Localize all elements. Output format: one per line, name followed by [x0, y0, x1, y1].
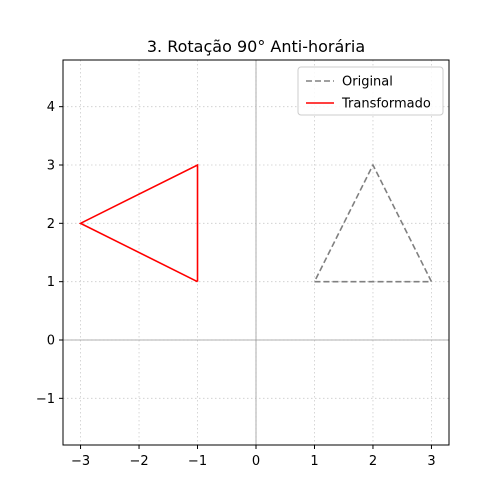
- x-tick-label: −3: [71, 454, 90, 469]
- y-tick-label: −1: [36, 392, 55, 407]
- x-tick-label: 3: [427, 454, 435, 469]
- x-tick-label: 0: [252, 454, 260, 469]
- x-tick-label: −2: [129, 454, 148, 469]
- axis-ticks: −3 −2 −1 0 1 2 3 −1 0 1 2 3 4: [36, 100, 436, 469]
- x-tick-label: 2: [369, 454, 377, 469]
- reference-lines: [63, 60, 449, 445]
- legend-box: [297, 66, 444, 116]
- series-line-original: [313, 163, 433, 283]
- y-tick-label: 4: [47, 100, 55, 115]
- y-tick-label: 2: [47, 217, 55, 232]
- y-tick-label: 0: [47, 334, 55, 349]
- y-tick-label: 1: [47, 275, 55, 290]
- chart-title: 3. Rotação 90° Anti-horária: [147, 37, 365, 56]
- legend-label-original: Original: [342, 75, 393, 90]
- y-tick-label: 3: [47, 159, 55, 174]
- x-tick-label: 1: [310, 454, 318, 469]
- legend: Original Transformado: [297, 66, 444, 116]
- legend-label-transformado: Transformado: [341, 97, 431, 112]
- x-tick-label: −1: [188, 454, 207, 469]
- series-line-transformado: [78, 163, 199, 283]
- series-layer: [78, 163, 433, 283]
